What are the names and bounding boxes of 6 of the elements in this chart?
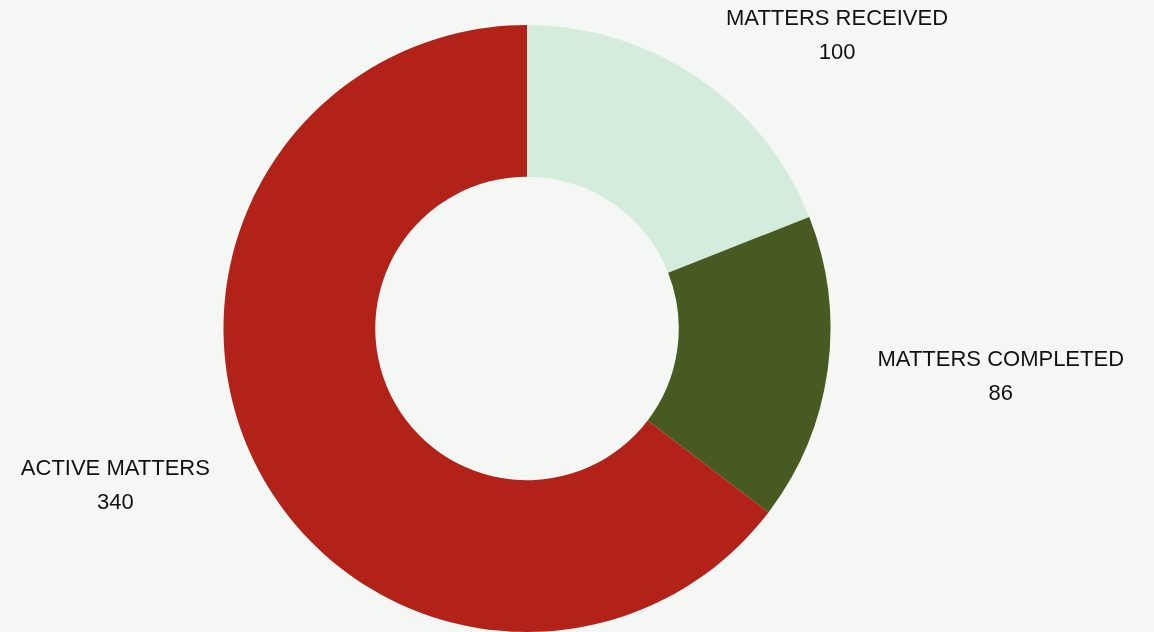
data-label: 86 xyxy=(988,380,1014,406)
slice-label: MATTERS RECEIVED xyxy=(726,4,949,30)
slice-label: MATTERS COMPLETED xyxy=(877,346,1125,372)
data-label: 100 xyxy=(818,38,856,64)
slice-label: ACTIVE MATTERS xyxy=(20,454,210,480)
data-label: 340 xyxy=(97,488,134,514)
